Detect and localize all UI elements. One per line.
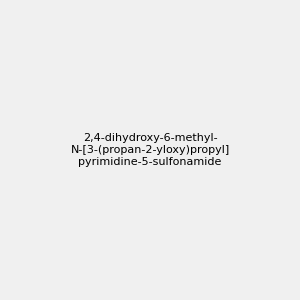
- Text: 2,4-dihydroxy-6-methyl-
N-[3-(propan-2-yloxy)propyl]
pyrimidine-5-sulfonamide: 2,4-dihydroxy-6-methyl- N-[3-(propan-2-y…: [70, 134, 230, 166]
